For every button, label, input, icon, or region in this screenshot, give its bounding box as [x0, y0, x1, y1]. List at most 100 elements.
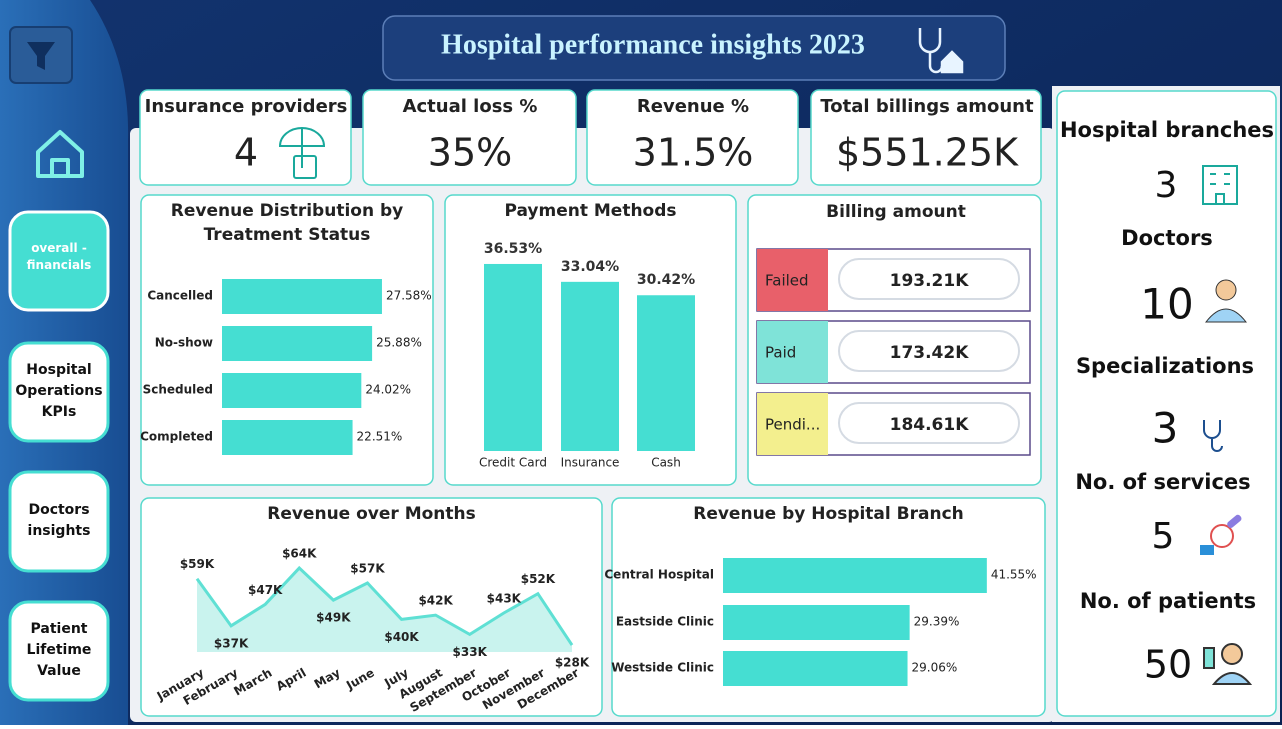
value-label: $49K	[316, 611, 351, 625]
kpi-card	[362, 89, 577, 186]
value-label: 29.39%	[914, 615, 960, 629]
billing-title: Billing amount	[826, 202, 966, 222]
nav-button[interactable]	[8, 341, 110, 443]
value-label: $42K	[418, 594, 453, 608]
value-label: $40K	[384, 630, 419, 644]
stat-value: 3	[1155, 165, 1178, 206]
filter-icon	[27, 42, 55, 70]
stethoscope-icon	[918, 28, 964, 74]
value-label: $64K	[282, 547, 317, 561]
value-label: $57K	[350, 562, 385, 576]
value-label: 22.51%	[357, 430, 403, 444]
bar	[723, 558, 987, 593]
status-swatch	[757, 393, 828, 455]
value-label: 25.88%	[376, 336, 422, 350]
kpi-label: Total billings amount	[820, 96, 1034, 117]
stat-value: 3	[1152, 404, 1179, 453]
nav-label: Doctors insights	[27, 502, 91, 539]
value-label: $47K	[248, 583, 283, 597]
kpi-label: Revenue %	[637, 96, 749, 117]
amount-pill	[838, 330, 1020, 372]
category-label: Central Hospital	[604, 568, 714, 582]
chart-title-wrap: Revenue over Months	[267, 504, 476, 524]
bar	[723, 651, 908, 686]
bar	[222, 373, 362, 408]
line	[195, 565, 574, 646]
chart-title: Revenue Distribution by Treatment Status	[170, 201, 404, 245]
stethoscope-icon	[1203, 420, 1223, 452]
value-label: 36.53%	[484, 241, 542, 257]
nav-button[interactable]	[8, 210, 110, 312]
patient-icon	[1203, 643, 1253, 685]
bar	[222, 420, 353, 455]
chart-title: Payment Methods	[504, 201, 677, 221]
value-label: $52K	[521, 572, 556, 586]
kpi-card	[586, 89, 799, 186]
chart-title-wrap: Payment Methods	[504, 201, 677, 221]
nav-label-wrap: overall - financials	[26, 241, 92, 272]
status-label: Failed	[765, 272, 809, 290]
stat-label: Doctors	[1121, 226, 1213, 250]
value-label: 24.02%	[365, 383, 411, 397]
value-label: $33K	[453, 645, 488, 659]
stat-value: 50	[1144, 643, 1192, 687]
side-panel	[1056, 90, 1277, 717]
nav-label-wrap: Doctors insights	[27, 502, 91, 539]
services-icon	[1200, 514, 1242, 555]
stat-value: 10	[1140, 280, 1193, 329]
nav-label: Hospital Operations KPIs	[15, 362, 103, 420]
category-label: Completed	[140, 430, 213, 444]
amount: 173.42K	[890, 343, 970, 363]
nav-button[interactable]	[8, 470, 110, 573]
value-label: 41.55%	[991, 568, 1037, 582]
kpi-label: Actual loss %	[403, 96, 538, 117]
category-label: Cash	[651, 456, 681, 470]
kpi-card	[810, 89, 1042, 186]
kpi-value: 4	[234, 131, 258, 175]
category-label: Insurance	[561, 456, 620, 470]
amount-pill	[838, 402, 1020, 444]
amount-pill	[838, 258, 1020, 300]
amount: 184.61K	[890, 415, 970, 435]
nav-label: overall - financials	[26, 241, 92, 272]
nav-button[interactable]	[8, 600, 110, 702]
nav-label-wrap: Patient Lifetime Value	[26, 621, 92, 679]
value-label: 33.04%	[561, 259, 619, 275]
category-label: Eastside Clinic	[616, 615, 714, 629]
title: Hospital performance insights 2023	[441, 29, 865, 60]
home-button[interactable]	[36, 130, 84, 178]
status-swatch	[757, 321, 828, 383]
stat-label: No. of services	[1075, 470, 1250, 494]
kpi-card	[139, 89, 352, 186]
value-label: 30.42%	[637, 272, 695, 288]
value-label: $37K	[214, 636, 249, 650]
insurance-icon	[278, 127, 326, 179]
chart-title-wrap: Revenue Distribution by Treatment Status	[170, 201, 404, 245]
billing-list: Failed 193.21K Paid 173.42K Pendi... 184.61K	[756, 248, 1031, 456]
chart-title: Revenue by Hospital Branch	[693, 504, 964, 524]
nav-label-wrap: Hospital Operations KPIs	[15, 362, 103, 420]
stat-label: No. of patients	[1080, 589, 1256, 613]
category-label: Scheduled	[143, 383, 213, 397]
category-label: Cancelled	[147, 289, 213, 303]
bar	[637, 295, 695, 451]
doctor-icon	[1204, 279, 1248, 323]
kpi-value: 31.5%	[633, 131, 754, 175]
chart-title: Revenue over Months	[267, 504, 476, 524]
status-label: Paid	[765, 344, 796, 362]
category-label: Credit Card	[479, 456, 547, 470]
stat-value: 5	[1152, 516, 1175, 557]
bar	[484, 263, 542, 451]
category-label: Westside Clinic	[611, 661, 714, 675]
kpi-value: 35%	[428, 131, 512, 175]
stat-label: Specializations	[1076, 354, 1254, 378]
kpi-value: $551.25K	[836, 131, 1019, 175]
bar	[222, 326, 373, 361]
status-label: Pendi...	[765, 416, 820, 434]
value-label: 29.06%	[912, 661, 958, 675]
stat-label: Hospital branches	[1060, 118, 1274, 142]
category-label: No-show	[155, 336, 213, 350]
nav-label: Patient Lifetime Value	[26, 621, 92, 679]
